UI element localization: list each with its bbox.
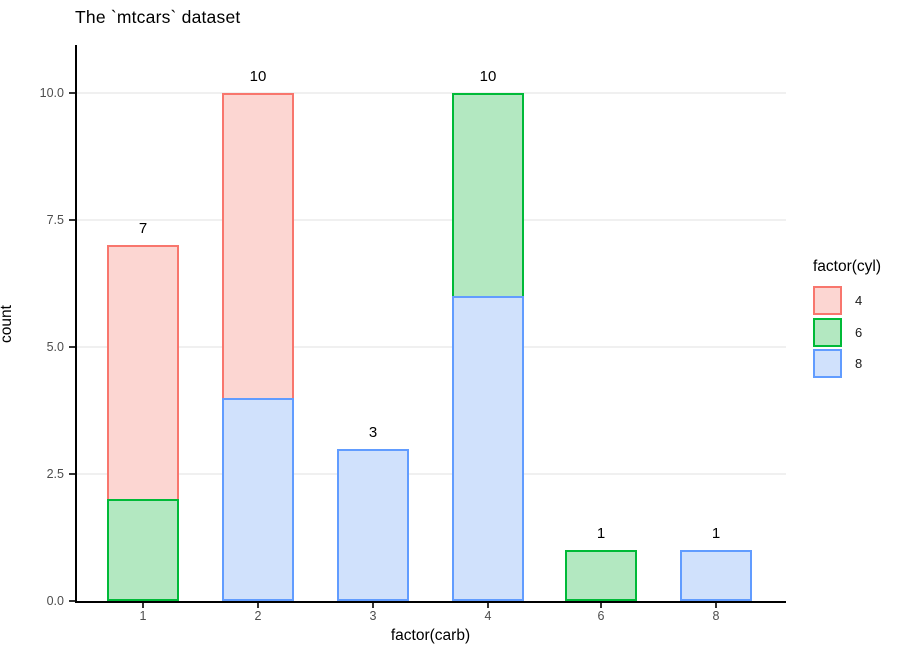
x-tick-label: 1 [139, 609, 147, 623]
y-tick-label: 5.0 [46, 340, 64, 354]
legend-entry-label: 4 [855, 293, 863, 308]
bar-segment-cyl4-carb2 [222, 93, 294, 400]
x-tick [257, 603, 259, 608]
y-tick-label: 7.5 [46, 213, 64, 227]
x-tick [487, 603, 489, 608]
bar-count-label: 7 [138, 220, 148, 238]
gridline [77, 346, 786, 348]
bar-segment-cyl6-carb6 [565, 550, 637, 601]
bar-count-label: 3 [368, 423, 378, 441]
legend-key-swatch [813, 286, 842, 315]
legend-entry-label: 6 [855, 324, 863, 340]
bar-count-label: 1 [711, 525, 721, 543]
bar-segment-cyl8-carb2 [222, 397, 294, 601]
legend-keys: 4 6 8 [813, 286, 923, 378]
legend-entry: 6 [813, 317, 923, 347]
bar-count-label: 10 [249, 68, 267, 85]
legend-entry: 4 [813, 286, 923, 315]
x-tick-label: 6 [597, 609, 605, 623]
y-tick-label: 0.0 [46, 594, 64, 608]
legend-key-swatch [813, 349, 842, 378]
plot-panel: 7 10 3 10 1 1 [75, 45, 786, 603]
x-tick-label: 4 [484, 609, 492, 623]
bar-segment-cyl6-carb4 [452, 93, 524, 299]
legend-title: factor(cyl) [813, 258, 882, 275]
bar-count-label: 10 [479, 68, 497, 85]
y-tick [69, 92, 75, 94]
x-tick-label: 3 [369, 609, 377, 623]
bar-segment-cyl8-carb8 [680, 550, 752, 601]
legend-key-swatch [813, 317, 842, 347]
x-tick [142, 603, 144, 608]
bar-count-label: 1 [596, 525, 606, 543]
x-tick [372, 603, 374, 608]
gridline [77, 92, 786, 94]
bar-segment-cyl8-carb3 [337, 448, 409, 601]
legend: factor(cyl) 4 6 8 [813, 258, 923, 381]
chart-title: The `mtcars` dataset [75, 7, 241, 27]
bar-segment-cyl6-carb1 [107, 499, 179, 601]
x-axis-title: factor(carb) [390, 627, 471, 644]
y-tick-label: 10.0 [39, 86, 64, 100]
y-tick [69, 219, 75, 221]
y-tick-label: 2.5 [46, 467, 64, 481]
y-tick [69, 600, 75, 602]
x-tick-label: 2 [254, 609, 262, 623]
y-axis-title: count [0, 305, 15, 343]
x-tick [715, 603, 717, 608]
y-tick [69, 346, 75, 348]
bar-segment-cyl8-carb4 [452, 296, 524, 601]
x-tick [600, 603, 602, 608]
y-tick [69, 473, 75, 475]
gridline [77, 219, 786, 221]
x-tick-label: 8 [712, 609, 720, 623]
legend-entry: 8 [813, 349, 923, 378]
gridline [77, 473, 786, 475]
bar-segment-cyl4-carb1 [107, 245, 179, 502]
legend-entry-label: 8 [855, 356, 863, 371]
